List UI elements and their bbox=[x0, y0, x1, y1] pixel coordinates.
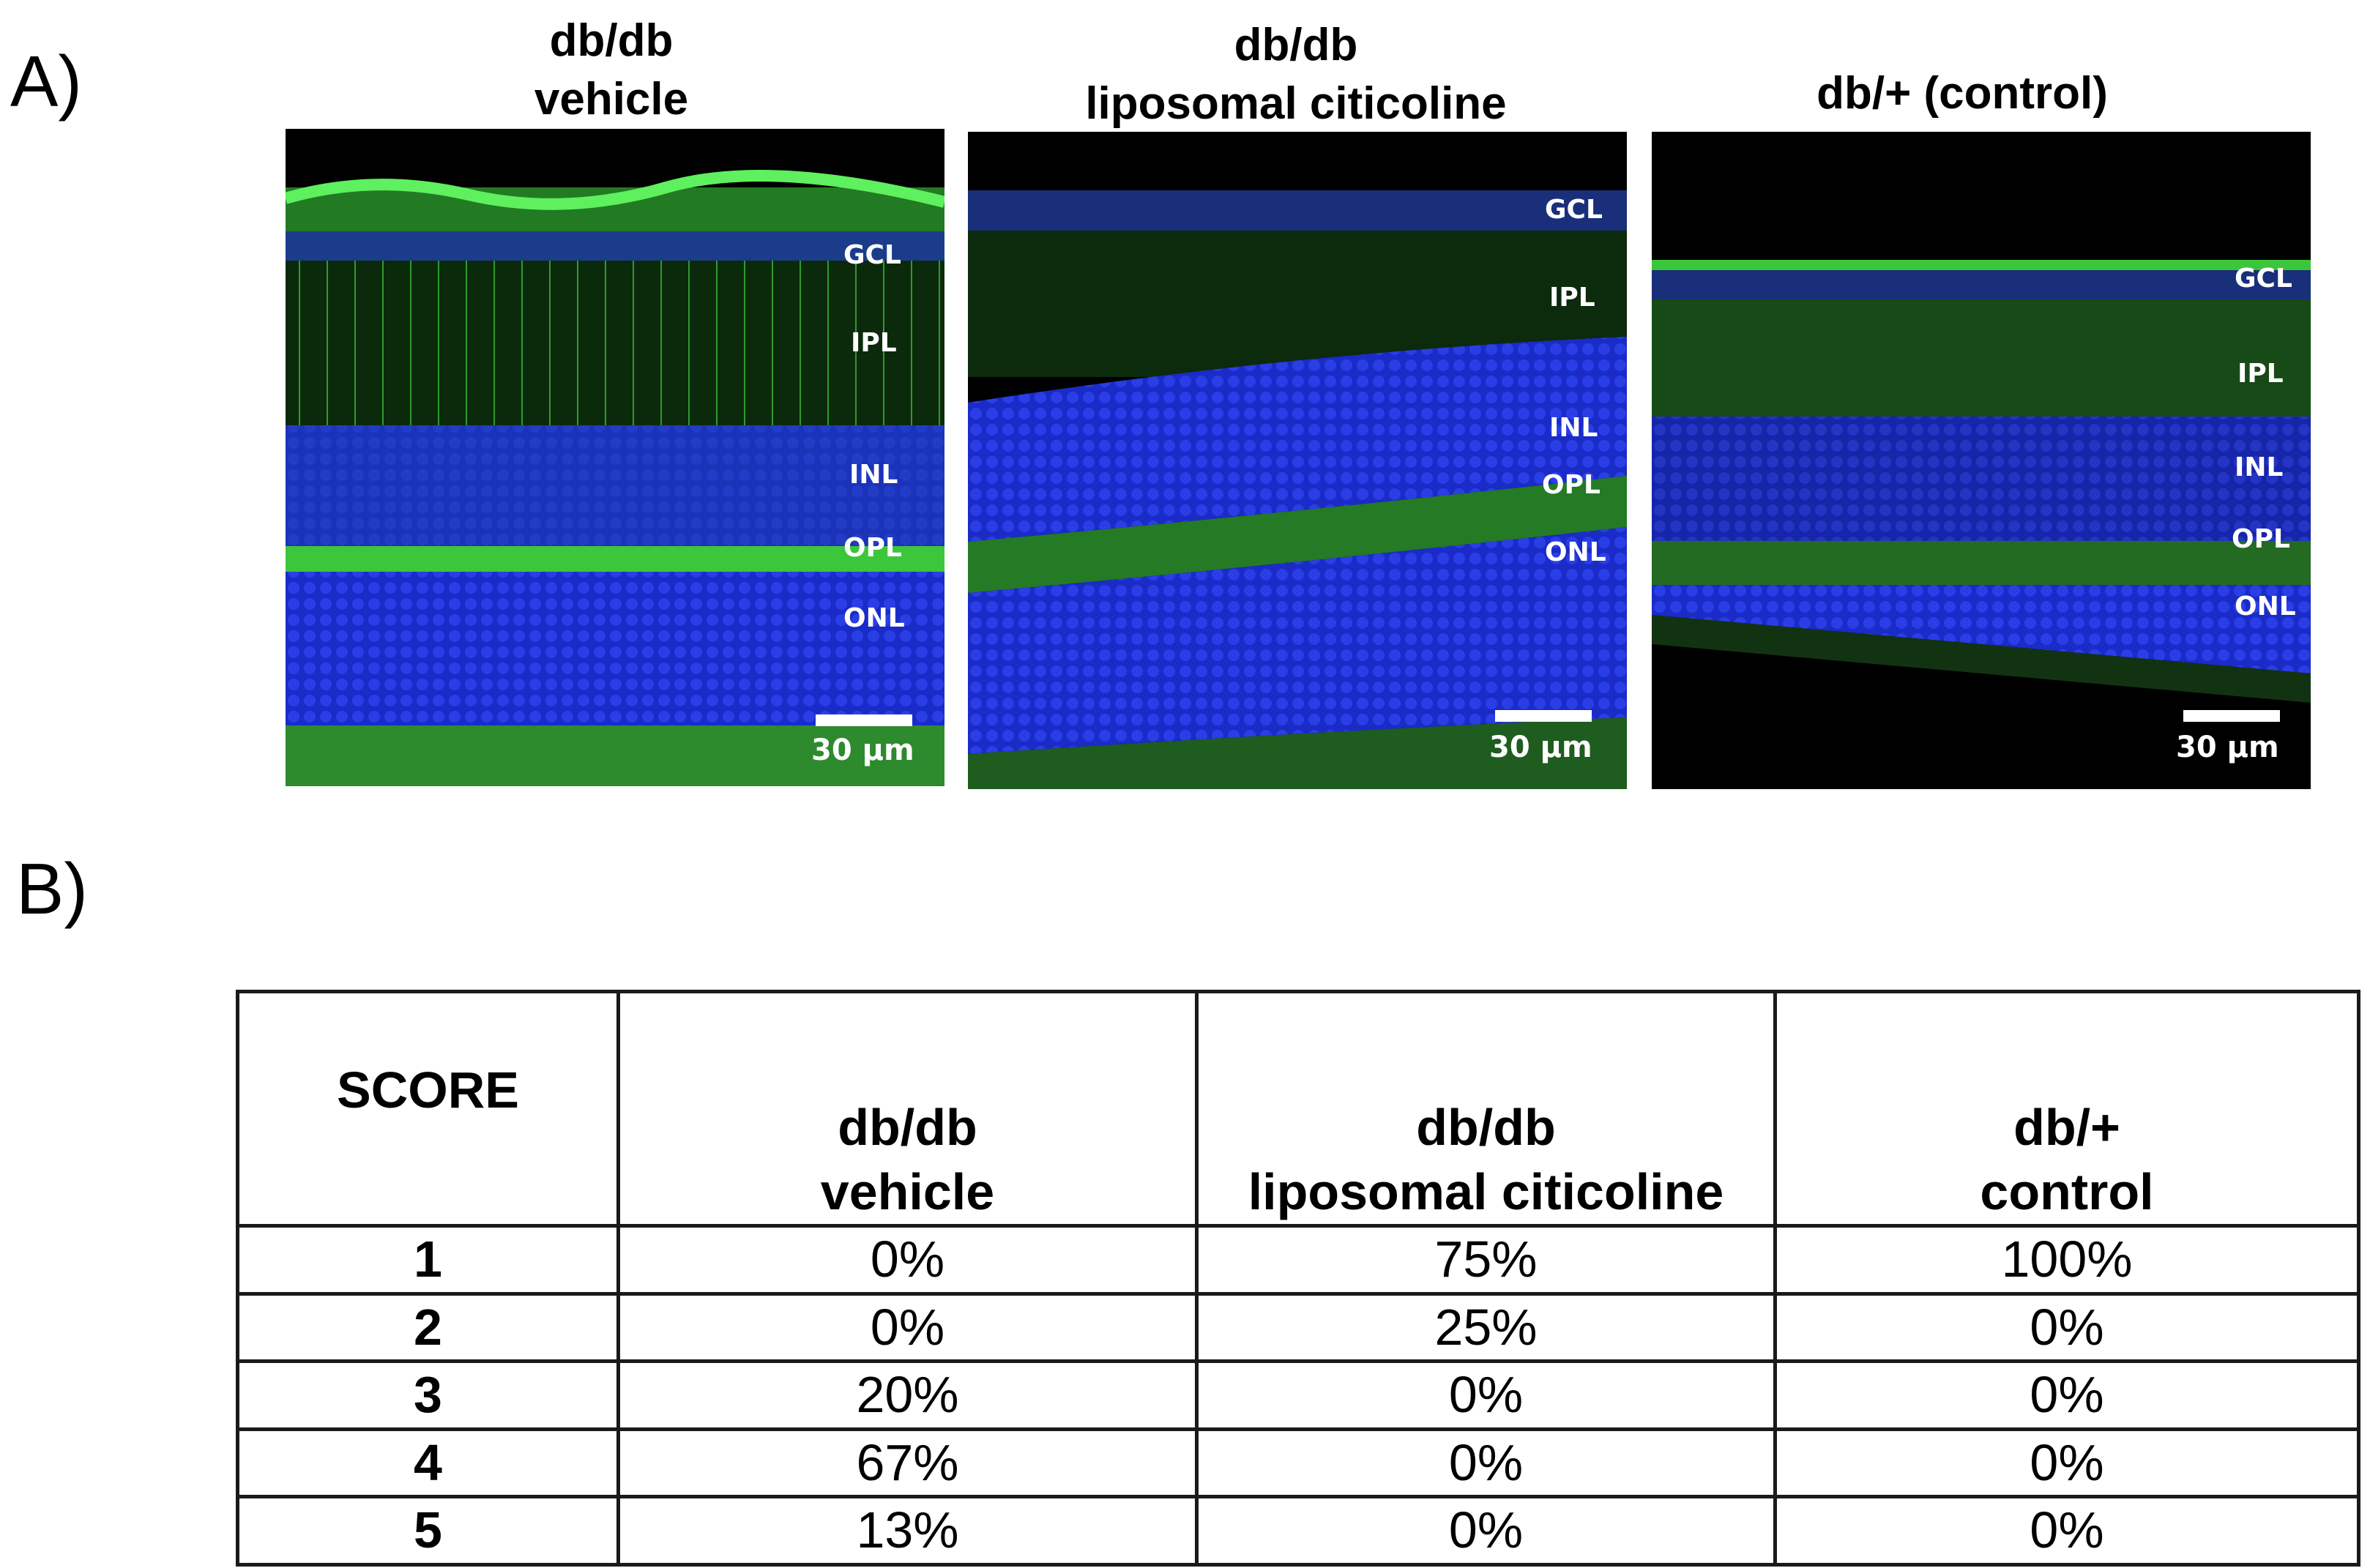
table-row: 5 13% 0% 0% bbox=[236, 1495, 2360, 1567]
header-score: SCORE bbox=[236, 990, 620, 1228]
layer-label-gcl: GCL bbox=[843, 240, 901, 270]
control-cell: 0% bbox=[1773, 1427, 2360, 1498]
micrograph-db-db-vehicle: GCL IPL INL OPL ONL 30 µm bbox=[286, 129, 944, 786]
score-cell: 4 bbox=[236, 1427, 620, 1498]
image-1-title-line1: db/db bbox=[549, 15, 674, 66]
scale-bar-label: 30 µm bbox=[1489, 731, 1592, 764]
panel-b-label: B) bbox=[16, 848, 88, 929]
micrograph-1-image bbox=[286, 129, 944, 786]
table-row: 2 0% 25% 0% bbox=[236, 1291, 2360, 1363]
layer-label-opl: OPL bbox=[1542, 470, 1601, 500]
image-2-title-line2: liposomal citicoline bbox=[1085, 78, 1507, 129]
header-col1-line1: db/db bbox=[838, 1099, 977, 1156]
micrograph-db-db-liposomal-citicoline: GCL IPL INL OPL ONL 30 µm bbox=[968, 132, 1627, 789]
vehicle-cell: 13% bbox=[616, 1495, 1199, 1567]
layer-label-onl: ONL bbox=[2235, 591, 2296, 621]
score-cell: 3 bbox=[236, 1359, 620, 1431]
layer-label-onl: ONL bbox=[1545, 537, 1606, 567]
layer-label-ipl: IPL bbox=[851, 328, 897, 358]
vehicle-cell: 0% bbox=[616, 1224, 1199, 1296]
image-1-title: db/db vehicle bbox=[410, 12, 813, 129]
header-db-db-liposomal-citicoline: db/db liposomal citicoline bbox=[1195, 990, 1777, 1228]
panel-a-label: A) bbox=[10, 41, 82, 122]
scale-bar-label: 30 µm bbox=[811, 733, 914, 767]
citicoline-cell: 0% bbox=[1195, 1359, 1777, 1431]
image-3-title-line1: db/+ (control) bbox=[1816, 68, 2108, 119]
citicoline-cell: 0% bbox=[1195, 1495, 1777, 1567]
scale-bar bbox=[2183, 710, 2280, 722]
layer-label-onl: ONL bbox=[843, 603, 905, 633]
header-col2-line1: db/db bbox=[1416, 1099, 1556, 1156]
micrograph-2-image bbox=[968, 132, 1627, 789]
header-db-plus-control: db/+ control bbox=[1773, 990, 2360, 1228]
score-cell: 1 bbox=[236, 1224, 620, 1296]
score-table: SCORE db/db vehicle db/db liposomal citi… bbox=[236, 990, 2360, 1567]
score-cell: 5 bbox=[236, 1495, 620, 1567]
layer-label-inl: INL bbox=[2235, 452, 2284, 482]
header-db-db-vehicle: db/db vehicle bbox=[616, 990, 1199, 1228]
image-3-title: db/+ (control) bbox=[1743, 64, 2182, 123]
layer-label-ipl: IPL bbox=[1549, 283, 1595, 313]
micrograph-3-image bbox=[1652, 132, 2311, 789]
layer-label-inl: INL bbox=[849, 460, 898, 490]
header-col2-line2: liposomal citicoline bbox=[1248, 1162, 1724, 1220]
vehicle-cell: 0% bbox=[616, 1291, 1199, 1363]
vehicle-cell: 67% bbox=[616, 1427, 1199, 1498]
table-row: 4 67% 0% 0% bbox=[236, 1427, 2360, 1498]
image-1-title-line2: vehicle bbox=[534, 74, 689, 124]
control-cell: 0% bbox=[1773, 1359, 2360, 1431]
layer-label-gcl: GCL bbox=[2235, 264, 2292, 294]
citicoline-cell: 75% bbox=[1195, 1224, 1777, 1296]
layer-label-gcl: GCL bbox=[1545, 195, 1603, 225]
table-row: 1 0% 75% 100% bbox=[236, 1224, 2360, 1296]
score-cell: 2 bbox=[236, 1291, 620, 1363]
header-col3-line1: db/+ bbox=[2013, 1099, 2120, 1156]
scale-bar bbox=[816, 714, 912, 726]
header-col3-line2: control bbox=[1980, 1162, 2154, 1220]
micrograph-db-plus-control: GCL IPL INL OPL ONL 30 µm bbox=[1652, 132, 2311, 789]
layer-label-inl: INL bbox=[1549, 413, 1598, 443]
control-cell: 100% bbox=[1773, 1224, 2360, 1296]
vehicle-cell: 20% bbox=[616, 1359, 1199, 1431]
header-col1-line2: vehicle bbox=[820, 1162, 995, 1220]
layer-label-opl: OPL bbox=[2232, 524, 2290, 554]
table-header-row: SCORE db/db vehicle db/db liposomal citi… bbox=[236, 990, 2360, 1228]
image-2-title: db/db liposomal citicoline bbox=[1003, 16, 1589, 133]
layer-label-opl: OPL bbox=[843, 533, 902, 563]
image-2-title-line1: db/db bbox=[1234, 20, 1358, 70]
scale-bar-label: 30 µm bbox=[2176, 731, 2279, 764]
citicoline-cell: 0% bbox=[1195, 1427, 1777, 1498]
table-row: 3 20% 0% 0% bbox=[236, 1359, 2360, 1431]
citicoline-cell: 25% bbox=[1195, 1291, 1777, 1363]
layer-label-ipl: IPL bbox=[2237, 359, 2284, 389]
control-cell: 0% bbox=[1773, 1495, 2360, 1567]
control-cell: 0% bbox=[1773, 1291, 2360, 1363]
scale-bar bbox=[1495, 710, 1592, 722]
